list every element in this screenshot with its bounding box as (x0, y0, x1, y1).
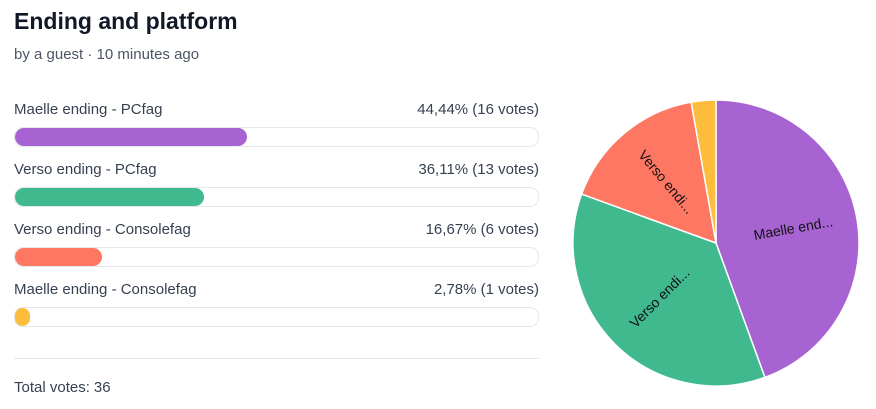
option-row: Verso ending - PCfag 36,11% (13 votes) (14, 161, 539, 207)
option-label: Verso ending - Consolefag (14, 221, 191, 238)
pie-chart: Maelle end...Verso endi...Verso endi... (572, 99, 860, 387)
total: Total votes: 36 (14, 379, 111, 396)
pie-slice (715, 99, 860, 379)
progress-track (14, 187, 539, 207)
option-value: 2,78% (1 votes) (433, 281, 539, 298)
option-value: 44,44% (16 votes) (417, 101, 539, 118)
option-value: 16,67% (6 votes) (425, 221, 539, 238)
progress-track (14, 307, 539, 327)
progress-bar (15, 128, 248, 146)
option-label: Maelle ending - Consolefag (14, 281, 197, 298)
progress-track (14, 247, 539, 267)
option-label: Verso ending - PCfag (14, 161, 157, 178)
option-row: Maelle ending - PCfag 44,44% (16 votes) (14, 101, 539, 147)
progress-bar (15, 308, 30, 326)
pie-slice (572, 193, 766, 387)
pie-slice (580, 101, 717, 245)
option-value: 36,11% (13 votes) (418, 161, 539, 178)
pie-slice (690, 99, 717, 244)
option-row: Maelle ending - Consolefag 2,78% (1 votes… (14, 281, 539, 327)
progress-track (14, 127, 539, 147)
title: Ending and platform (14, 8, 238, 34)
progress-bar (15, 248, 103, 266)
option-row: Verso ending - Consolefag 16,67% (6 votes… (14, 221, 539, 267)
divider (14, 358, 539, 359)
total-label: Total votes: (14, 379, 90, 396)
progress-bar (15, 188, 204, 206)
total-value: 36 (93, 379, 111, 396)
byline: by a guest · 10 minutes ago (14, 46, 200, 63)
option-label: Maelle ending - PCfag (14, 101, 163, 118)
